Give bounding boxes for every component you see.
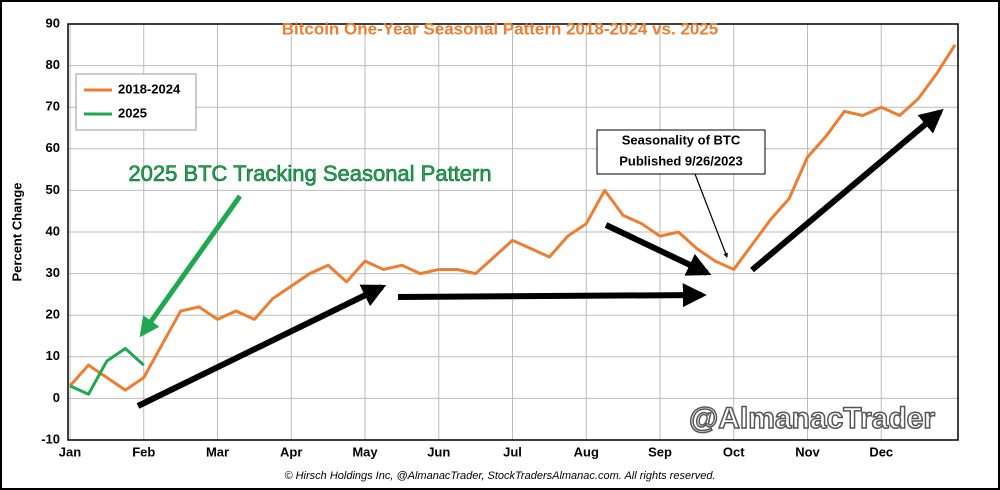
trend-arrow [136,284,387,409]
legend-label: 2025 [118,105,147,120]
x-tick-label: Feb [132,444,155,459]
x-tick-label: Dec [869,444,893,459]
chart-title: Bitcoin One-Year Seasonal Pattern 2018-2… [282,19,719,38]
x-tick-label: Sep [648,444,672,459]
annotation-arrow [139,194,243,338]
footer: © Hirsch Holdings Inc, @AlmanacTrader, S… [284,470,715,482]
y-tick-label: 40 [46,223,60,238]
x-tick-label: Apr [280,444,302,459]
y-tick-label: 90 [46,15,60,30]
x-tick-label: Mar [206,444,229,459]
callout-pointer [694,173,728,258]
callout-line: Published 9/26/2023 [619,153,743,168]
line-series [69,346,145,396]
y-tick-label: 60 [46,140,60,155]
y-tick-label: 10 [46,348,60,363]
legend-label: 2018-2024 [118,81,181,96]
y-tick-label: 80 [46,57,60,72]
legend-box [75,73,197,131]
plot-area [67,23,959,441]
x-tick-label: Jun [427,444,450,459]
x-tick-label: Nov [795,444,820,459]
y-tick-label: 30 [46,265,60,280]
y-tick-label: 70 [46,99,60,114]
y-axis-label: Percent Change [9,183,24,282]
trend-arrow [397,283,707,308]
trend-arrow [604,222,712,276]
callout-line: Seasonality of BTC [622,132,741,147]
y-tick-label: 50 [46,182,60,197]
y-tick-label: 20 [46,307,60,322]
x-tick-label: Jul [503,444,522,459]
annotation: 2025 BTC Tracking Seasonal Pattern [128,161,491,186]
x-tick-label: Jan [59,444,81,459]
x-tick-label: Aug [574,444,599,459]
x-tick-label: Oct [723,444,745,459]
x-tick-label: May [352,444,378,459]
callout-box [596,129,766,175]
y-tick-label: -10 [41,431,60,446]
y-tick-label: 0 [53,390,60,405]
watermark: @AlmanacTrader [689,402,935,435]
legend: 2018-2024 2025 [75,73,197,131]
line-series [68,43,957,392]
trend-arrow [750,108,944,273]
